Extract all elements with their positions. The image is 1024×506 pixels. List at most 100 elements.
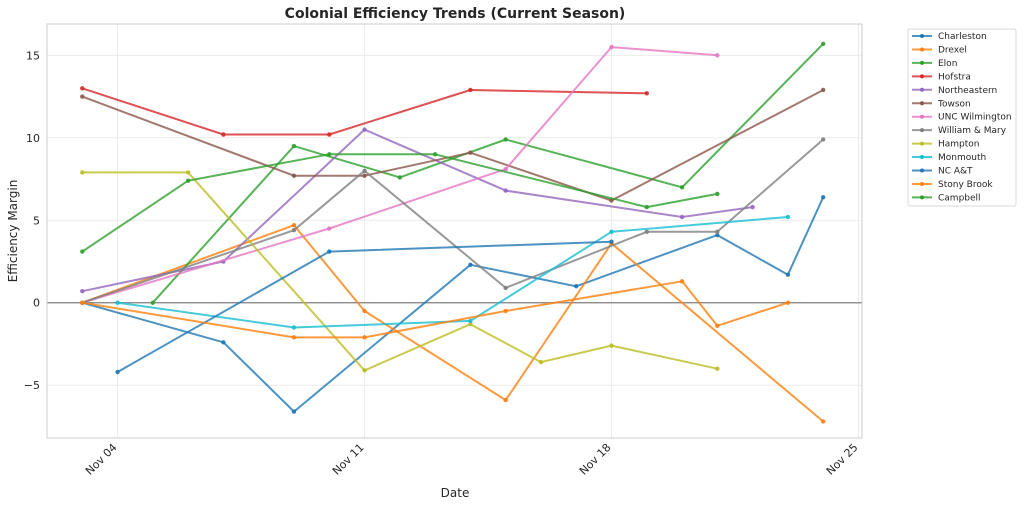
data-point [291,335,297,340]
x-axis-label: Date [441,486,470,500]
data-point [221,132,226,137]
series-line [81,153,718,253]
legend-label: NC A&T [938,167,973,177]
series-campbell [80,152,720,254]
legend-box [907,28,1017,207]
series-stony-brook [80,279,791,340]
data-point [785,214,791,220]
data-point [362,335,367,340]
data-point [715,366,720,371]
data-point [820,419,826,424]
data-point [609,239,614,244]
legend-item: Charleston [912,32,987,42]
data-point [679,185,685,190]
legend-marker [920,34,924,38]
legend-marker [920,47,924,52]
data-point [574,284,579,289]
series-elon [150,41,826,305]
grid [47,24,862,438]
legend-label: Hofstra [938,72,971,82]
data-point [785,272,791,277]
series-drexel [80,223,826,424]
legend-label: UNC Wilmington [938,113,1012,123]
data-point [468,150,473,155]
data-point [503,137,508,142]
data-point [503,166,508,172]
data-point [80,94,85,99]
series-line [82,196,825,413]
data-point [785,300,791,305]
data-point [291,227,297,233]
data-point [538,359,544,365]
data-point [432,152,438,157]
data-point [327,226,332,231]
series-line [117,216,788,329]
series-towson [80,87,826,203]
legend-marker [920,74,924,79]
data-point [644,91,649,96]
data-point [609,44,614,50]
data-point [362,173,367,178]
y-axis-label: Efficiency Margin [6,180,20,283]
legend-label: Charleston [938,32,987,42]
legend-marker [920,168,924,173]
legend-item: Drexel [912,45,967,55]
data-point [609,229,614,235]
series-hampton [80,170,720,373]
data-point [291,223,297,228]
chart-title: Colonial Efficiency Trends (Current Seas… [285,6,626,22]
legend-label: Stony Brook [938,180,993,190]
legend-item: UNC Wilmington [912,113,1012,123]
legend-label: William & Mary [938,126,1007,136]
data-point [185,170,191,175]
data-point [644,229,649,235]
series-layer [80,41,826,424]
legend-label: Drexel [938,45,967,55]
series-william-mary [80,137,826,305]
data-point [503,308,508,314]
x-tick-label: Nov 25 [824,441,861,478]
series-line [152,43,824,304]
data-point [468,321,473,327]
legend-item: William & Mary [912,126,1007,136]
series-charleston [80,194,826,414]
legend-item: Elon [912,59,957,69]
y-tick-label: 10 [26,132,40,145]
legend-item: Monmouth [912,153,986,163]
data-point [503,285,508,291]
legend-item: Campbell [912,193,981,203]
data-point [609,343,614,348]
data-point [750,204,755,210]
legend-marker [920,141,924,146]
data-point [644,204,649,210]
plot-frame [46,23,863,439]
y-tick-label: 0 [33,297,40,310]
legend-marker [920,155,924,160]
legend-item: Towson [912,99,971,109]
data-point [291,143,297,149]
data-point [327,152,332,157]
data-point [503,397,508,403]
data-point [715,53,720,58]
data-point [715,191,720,197]
legend-marker [920,60,924,65]
data-point [185,178,191,183]
data-point [327,249,332,254]
legend-label: Elon [938,59,957,69]
series-line [82,46,718,304]
legend-label: Hampton [938,140,980,150]
legend-item: Hofstra [912,72,971,82]
data-point [80,289,85,294]
legend-item: NC A&T [912,167,973,177]
data-point [820,41,826,46]
x-tick-label: Nov 18 [577,441,614,478]
legend-marker [920,87,924,92]
legend-marker [920,114,924,119]
series-nc-a-t [115,239,614,375]
data-point [80,300,85,305]
data-point [362,168,367,173]
data-point [362,308,367,314]
data-point [397,175,403,180]
data-point [820,194,826,200]
